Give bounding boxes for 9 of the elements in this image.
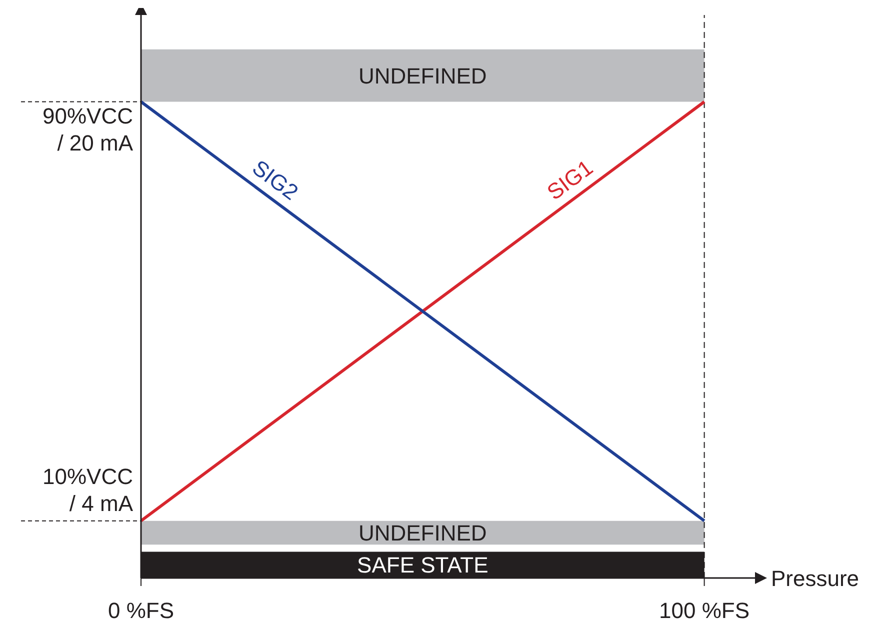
- band-label: UNDEFINED: [358, 520, 487, 546]
- x-tick-label: 100 %FS: [659, 598, 750, 623]
- annotation: 10%VCC / 4 mA: [42, 464, 134, 516]
- band-label: UNDEFINED: [358, 63, 487, 88]
- x-axis-title: Pressure: [771, 566, 860, 591]
- text: SIG1: [542, 154, 598, 205]
- annotation: 90%VCC / 20 mA: [42, 104, 134, 156]
- band-label: SAFE STATE: [357, 552, 488, 578]
- x-tick-label: 0 %FS: [108, 598, 174, 623]
